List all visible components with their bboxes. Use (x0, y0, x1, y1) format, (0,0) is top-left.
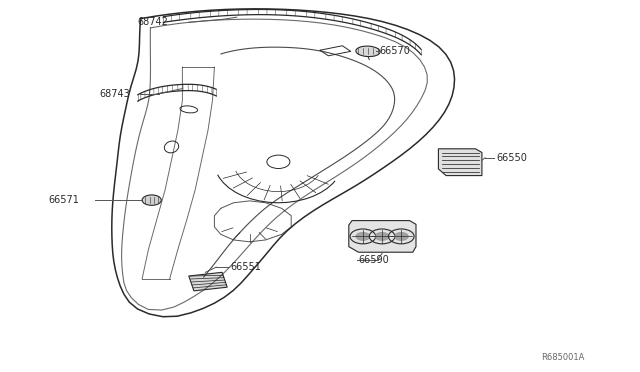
Text: 68743: 68743 (99, 89, 130, 99)
Polygon shape (189, 272, 227, 291)
Circle shape (394, 232, 408, 241)
Circle shape (375, 232, 389, 241)
Text: 66550: 66550 (496, 153, 527, 163)
Polygon shape (438, 149, 482, 176)
Text: R685001A: R685001A (541, 353, 584, 362)
Text: 66590: 66590 (358, 255, 389, 264)
Text: 66551: 66551 (230, 262, 261, 272)
Text: 66570: 66570 (379, 46, 410, 56)
Text: 68742: 68742 (138, 17, 168, 27)
Text: 66571: 66571 (48, 195, 79, 205)
Ellipse shape (356, 46, 380, 57)
Ellipse shape (142, 195, 161, 205)
Polygon shape (349, 221, 416, 252)
Circle shape (356, 232, 370, 241)
